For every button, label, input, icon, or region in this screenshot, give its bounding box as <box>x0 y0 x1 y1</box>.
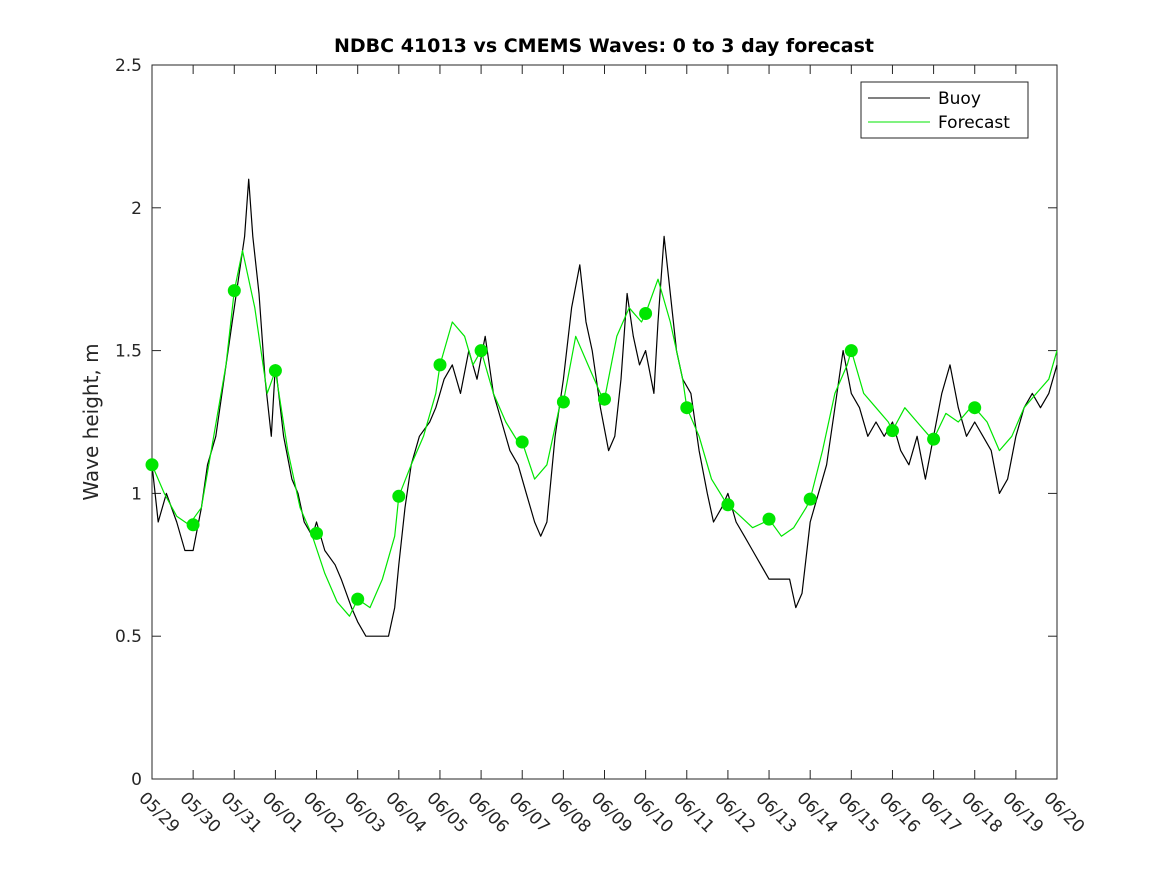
buoy-series-line <box>151 178 1058 637</box>
forecast-marker <box>556 395 570 409</box>
y-axis-label: Wave height, m <box>79 343 103 500</box>
forecast-markers <box>145 284 982 606</box>
y-tick-label: 2 <box>131 199 142 219</box>
y-tick-label: 0 <box>131 770 142 790</box>
forecast-marker <box>227 284 241 298</box>
forecast-marker <box>598 392 611 406</box>
forecast-marker <box>762 512 776 526</box>
forecast-marker <box>145 458 159 472</box>
forecast-marker <box>886 424 899 438</box>
plot-area <box>151 64 1058 780</box>
forecast-marker <box>433 358 447 372</box>
forecast-marker <box>186 518 200 532</box>
y-tick-label: 1.5 <box>115 342 142 362</box>
legend-forecast-label: Forecast <box>938 113 1010 133</box>
forecast-marker <box>844 344 858 358</box>
legend-box <box>860 81 1029 139</box>
forecast-marker <box>680 401 694 415</box>
y-tick-label: 1 <box>131 484 142 504</box>
forecast-marker <box>639 307 653 320</box>
legend: Buoy Forecast <box>860 81 1029 139</box>
chart-title: NDBC 41013 vs CMEMS Waves: 0 to 3 day fo… <box>334 35 874 57</box>
forecast-marker <box>351 592 365 606</box>
forecast-marker <box>803 492 817 506</box>
forecast-marker <box>721 498 735 512</box>
forecast-marker <box>268 364 282 378</box>
y-tick-label: 0.5 <box>115 627 142 647</box>
forecast-marker <box>968 401 982 415</box>
y-axis: 0 0.5 1 1.5 2 2.5 <box>115 56 1057 790</box>
forecast-marker <box>392 489 406 503</box>
forecast-marker <box>927 432 941 446</box>
forecast-marker <box>310 526 323 540</box>
forecast-series-line <box>151 250 1058 617</box>
series-layer <box>151 178 1058 637</box>
forecast-marker <box>515 435 529 449</box>
legend-buoy-label: Buoy <box>938 89 981 109</box>
forecast-marker <box>474 344 488 358</box>
y-tick-label: 2.5 <box>115 56 142 76</box>
